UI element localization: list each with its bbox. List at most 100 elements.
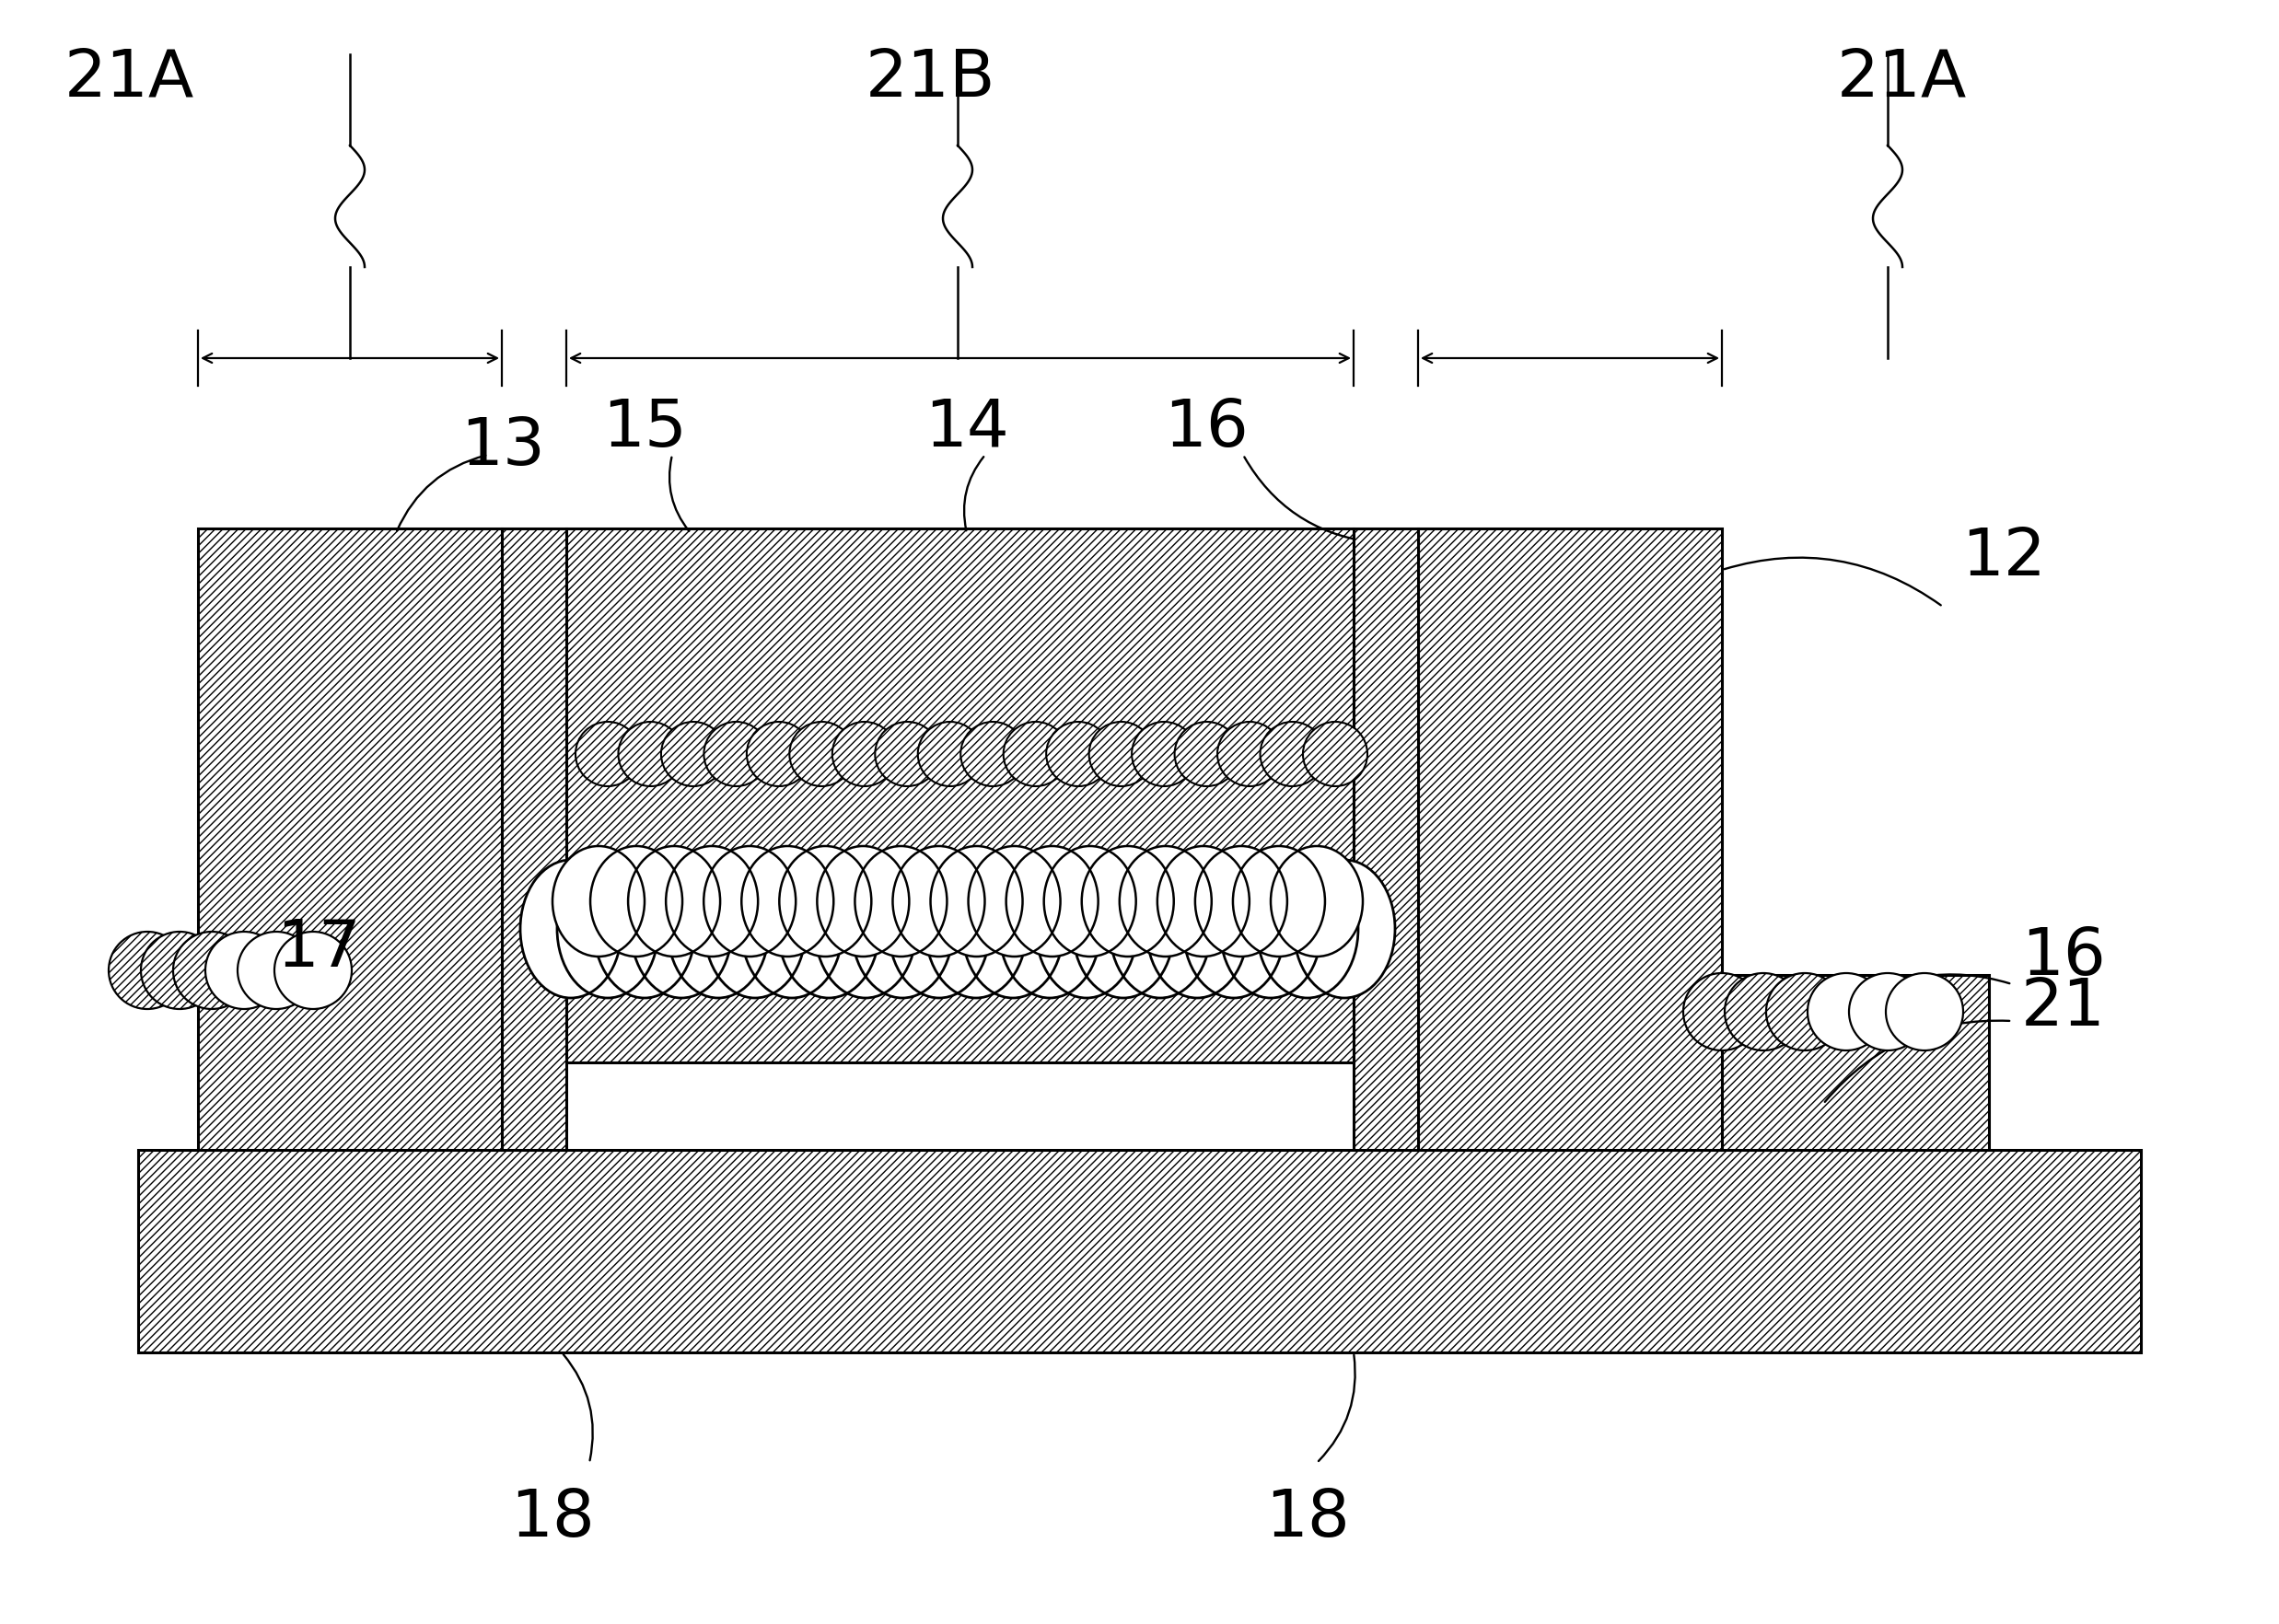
Bar <box>139 1150 2140 1353</box>
Ellipse shape <box>875 723 939 786</box>
Ellipse shape <box>855 846 948 957</box>
Text: 14: 14 <box>925 396 1010 460</box>
Text: 21B: 21B <box>866 47 996 110</box>
Ellipse shape <box>1885 973 1962 1051</box>
Ellipse shape <box>1807 973 1885 1051</box>
Ellipse shape <box>1003 723 1069 786</box>
Ellipse shape <box>1158 846 1249 957</box>
Ellipse shape <box>237 932 315 1010</box>
Ellipse shape <box>1183 861 1285 999</box>
Bar <box>565 529 1354 1062</box>
Ellipse shape <box>741 846 834 957</box>
Ellipse shape <box>590 846 681 957</box>
Ellipse shape <box>748 723 811 786</box>
Ellipse shape <box>520 861 622 999</box>
Ellipse shape <box>998 861 1101 999</box>
Ellipse shape <box>1046 723 1110 786</box>
Ellipse shape <box>1885 973 1962 1051</box>
Ellipse shape <box>818 846 909 957</box>
Ellipse shape <box>631 861 732 999</box>
Ellipse shape <box>816 861 916 999</box>
Ellipse shape <box>1146 861 1247 999</box>
Ellipse shape <box>852 861 953 999</box>
Ellipse shape <box>1219 861 1322 999</box>
Bar <box>501 529 565 1150</box>
Ellipse shape <box>1260 723 1324 786</box>
Ellipse shape <box>273 932 351 1010</box>
Bar <box>198 529 501 1150</box>
Ellipse shape <box>1083 846 1174 957</box>
Ellipse shape <box>962 861 1064 999</box>
Text: 16: 16 <box>2021 926 2106 989</box>
Ellipse shape <box>1304 723 1367 786</box>
Ellipse shape <box>661 723 725 786</box>
Ellipse shape <box>1725 973 1803 1051</box>
Text: 12: 12 <box>1962 525 2047 588</box>
Ellipse shape <box>704 846 795 957</box>
Ellipse shape <box>1110 861 1210 999</box>
Ellipse shape <box>918 723 982 786</box>
Ellipse shape <box>1848 973 1926 1051</box>
Ellipse shape <box>205 932 283 1010</box>
Ellipse shape <box>665 846 759 957</box>
Ellipse shape <box>704 861 807 999</box>
Ellipse shape <box>668 861 768 999</box>
Ellipse shape <box>1005 846 1098 957</box>
Ellipse shape <box>1684 973 1762 1051</box>
Ellipse shape <box>1766 973 1844 1051</box>
Ellipse shape <box>889 861 989 999</box>
Ellipse shape <box>109 932 187 1010</box>
Ellipse shape <box>618 723 684 786</box>
Bar <box>1354 529 1418 1150</box>
Ellipse shape <box>1258 861 1358 999</box>
Text: 21A: 21A <box>1837 47 1967 110</box>
Ellipse shape <box>1260 723 1324 786</box>
Ellipse shape <box>595 861 695 999</box>
Text: 16: 16 <box>1165 396 1249 460</box>
Ellipse shape <box>930 846 1023 957</box>
Ellipse shape <box>141 932 219 1010</box>
Ellipse shape <box>1684 973 1762 1051</box>
Ellipse shape <box>661 723 725 786</box>
Ellipse shape <box>741 861 843 999</box>
Ellipse shape <box>109 932 187 1010</box>
Ellipse shape <box>1089 723 1153 786</box>
Text: 18: 18 <box>510 1486 595 1549</box>
Text: 21: 21 <box>2021 976 2106 1039</box>
Ellipse shape <box>832 723 896 786</box>
Ellipse shape <box>1304 723 1367 786</box>
Ellipse shape <box>237 932 315 1010</box>
Ellipse shape <box>1174 723 1240 786</box>
Ellipse shape <box>1073 861 1174 999</box>
Ellipse shape <box>1217 723 1281 786</box>
Ellipse shape <box>1037 861 1137 999</box>
Text: 21A: 21A <box>64 47 194 110</box>
Ellipse shape <box>1044 846 1135 957</box>
Ellipse shape <box>1807 973 1885 1051</box>
Ellipse shape <box>1217 723 1281 786</box>
Text: 17: 17 <box>276 916 360 979</box>
Ellipse shape <box>779 846 871 957</box>
Ellipse shape <box>777 861 880 999</box>
Ellipse shape <box>1848 973 1926 1051</box>
Ellipse shape <box>789 723 855 786</box>
Ellipse shape <box>1089 723 1153 786</box>
Ellipse shape <box>173 932 251 1010</box>
Ellipse shape <box>1133 723 1196 786</box>
Ellipse shape <box>1725 973 1803 1051</box>
Ellipse shape <box>629 846 720 957</box>
Ellipse shape <box>1133 723 1196 786</box>
Ellipse shape <box>704 723 768 786</box>
Ellipse shape <box>205 932 283 1010</box>
Ellipse shape <box>577 723 640 786</box>
Text: 18: 18 <box>1265 1486 1349 1549</box>
Ellipse shape <box>577 723 640 786</box>
Ellipse shape <box>1174 723 1240 786</box>
Ellipse shape <box>962 723 1026 786</box>
Ellipse shape <box>748 723 811 786</box>
Ellipse shape <box>704 723 768 786</box>
Ellipse shape <box>618 723 684 786</box>
Ellipse shape <box>1003 723 1069 786</box>
Text: 15: 15 <box>602 396 686 460</box>
Ellipse shape <box>918 723 982 786</box>
